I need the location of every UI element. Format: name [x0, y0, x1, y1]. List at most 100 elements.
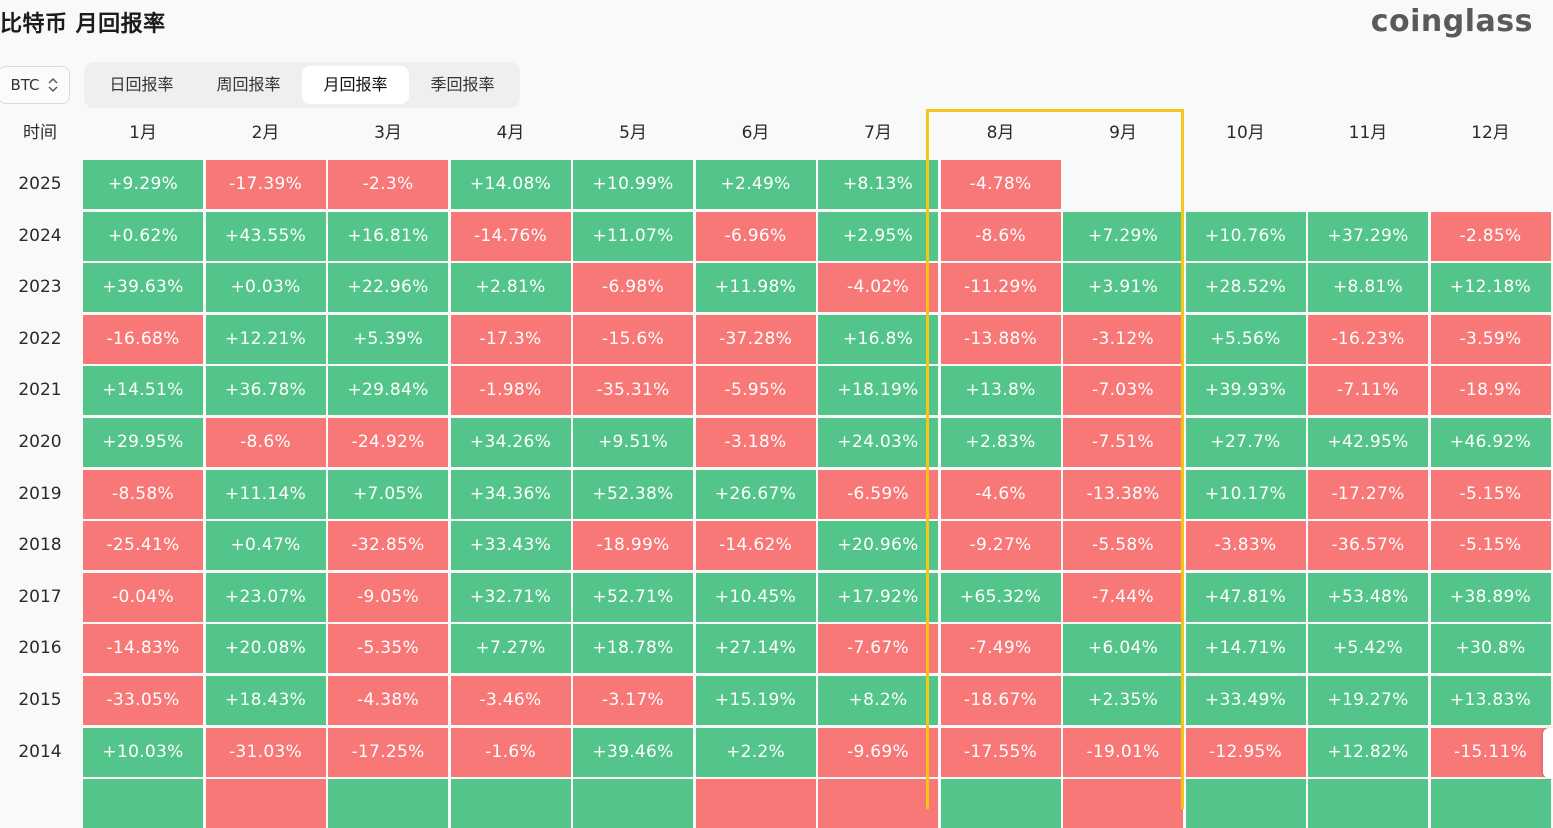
return-cell[interactable]: +65.32% [940, 572, 1061, 622]
return-cell[interactable]: -15.11% [1430, 727, 1551, 777]
return-cell[interactable]: +2.35% [1063, 676, 1183, 725]
return-cell[interactable]: -4.02% [818, 263, 938, 313]
return-cell[interactable]: -18.67% [940, 676, 1061, 725]
return-cell[interactable]: +39.63% [83, 263, 203, 313]
return-cell[interactable]: +16.81% [328, 211, 448, 261]
return-cell[interactable]: +3.91% [1063, 263, 1183, 313]
return-cell[interactable]: +7.05% [328, 469, 448, 519]
return-cell[interactable]: +9.29% [83, 160, 203, 209]
return-cell[interactable]: +8.81% [1308, 263, 1428, 313]
return-cell[interactable]: +2.81% [450, 263, 571, 313]
return-cell-partial[interactable] [818, 779, 938, 828]
coin-select[interactable]: BTC [0, 66, 70, 104]
return-cell[interactable]: -2.85% [1430, 211, 1551, 261]
return-cell[interactable]: +8.13% [818, 160, 938, 209]
return-cell[interactable]: -6.98% [573, 263, 693, 313]
return-cell[interactable]: +32.71% [450, 572, 571, 622]
return-cell[interactable]: -7.03% [1063, 366, 1183, 416]
return-cell-partial[interactable] [1308, 779, 1428, 828]
return-cell[interactable]: -6.96% [695, 211, 816, 261]
scroll-edge-handle[interactable] [1543, 728, 1553, 778]
return-cell[interactable]: -19.01% [1063, 727, 1183, 777]
return-cell[interactable]: +13.83% [1430, 676, 1551, 725]
return-cell[interactable]: -3.12% [1063, 314, 1183, 364]
return-cell[interactable]: +33.49% [1185, 676, 1306, 725]
return-cell[interactable]: -13.88% [940, 314, 1061, 364]
return-cell[interactable]: +38.89% [1430, 572, 1551, 622]
return-cell[interactable]: +46.92% [1430, 418, 1551, 467]
return-cell[interactable]: -8.58% [83, 469, 203, 519]
return-cell[interactable]: +23.07% [205, 572, 326, 622]
return-cell[interactable]: -17.55% [940, 727, 1061, 777]
return-cell[interactable]: +34.26% [450, 418, 571, 467]
return-cell[interactable]: -37.28% [695, 314, 816, 364]
return-cell[interactable]: +10.03% [83, 727, 203, 777]
return-cell[interactable]: +12.21% [205, 314, 326, 364]
return-cell[interactable]: +14.71% [1185, 624, 1306, 674]
return-cell-partial[interactable] [450, 779, 571, 828]
return-cell[interactable]: +14.51% [83, 366, 203, 416]
return-cell[interactable]: +53.48% [1308, 572, 1428, 622]
return-cell[interactable]: -7.11% [1308, 366, 1428, 416]
return-cell[interactable]: -3.17% [573, 676, 693, 725]
return-cell[interactable]: -36.57% [1308, 521, 1428, 571]
return-cell[interactable]: +10.76% [1185, 211, 1306, 261]
return-cell[interactable]: +27.14% [695, 624, 816, 674]
return-cell[interactable]: +11.07% [573, 211, 693, 261]
tab-weekly-return[interactable]: 周回报率 [216, 75, 281, 94]
return-cell[interactable]: -5.95% [695, 366, 816, 416]
return-cell[interactable]: +42.95% [1308, 418, 1428, 467]
return-cell[interactable]: -8.6% [205, 418, 326, 467]
return-cell[interactable]: +19.27% [1308, 676, 1428, 725]
tab-monthly-return[interactable]: 月回报率 [302, 66, 409, 104]
return-cell-partial[interactable] [328, 779, 448, 828]
return-cell[interactable]: +10.17% [1185, 469, 1306, 519]
return-cell[interactable]: -14.62% [695, 521, 816, 571]
return-cell[interactable]: -9.69% [818, 727, 938, 777]
return-cell[interactable]: -17.27% [1308, 469, 1428, 519]
return-cell[interactable]: +10.45% [695, 572, 816, 622]
return-cell[interactable]: +43.55% [205, 211, 326, 261]
return-cell[interactable]: +30.8% [1430, 624, 1551, 674]
return-cell[interactable]: -9.27% [940, 521, 1061, 571]
return-cell[interactable]: +36.78% [205, 366, 326, 416]
return-cell[interactable]: +17.92% [818, 572, 938, 622]
return-cell[interactable]: -0.04% [83, 572, 203, 622]
return-cell[interactable]: +27.7% [1185, 418, 1306, 467]
return-cell[interactable]: +18.78% [573, 624, 693, 674]
return-cell[interactable]: -1.6% [450, 727, 571, 777]
return-cell[interactable]: +2.2% [695, 727, 816, 777]
return-cell-partial[interactable] [940, 779, 1061, 828]
tab-quarterly-return[interactable]: 季回报率 [430, 75, 495, 94]
return-cell[interactable]: -5.15% [1430, 469, 1551, 519]
return-cell[interactable]: -7.51% [1063, 418, 1183, 467]
return-cell[interactable]: -17.25% [328, 727, 448, 777]
return-cell[interactable]: -2.3% [328, 160, 448, 209]
return-cell[interactable]: -7.49% [940, 624, 1061, 674]
return-cell[interactable]: -17.3% [450, 314, 571, 364]
return-cell[interactable]: -9.05% [328, 572, 448, 622]
return-cell[interactable]: -5.35% [328, 624, 448, 674]
tab-daily-return[interactable]: 日回报率 [109, 75, 174, 94]
return-cell[interactable]: +5.42% [1308, 624, 1428, 674]
return-cell[interactable]: +26.67% [695, 469, 816, 519]
return-cell[interactable]: +34.36% [450, 469, 571, 519]
return-cell[interactable]: -3.46% [450, 676, 571, 725]
return-cell[interactable]: -25.41% [83, 521, 203, 571]
return-cell[interactable]: -8.6% [940, 211, 1061, 261]
return-cell[interactable]: +6.04% [1063, 624, 1183, 674]
return-cell[interactable]: -33.05% [83, 676, 203, 725]
return-cell-partial[interactable] [573, 779, 693, 828]
return-cell[interactable]: -3.18% [695, 418, 816, 467]
return-cell[interactable]: +29.95% [83, 418, 203, 467]
return-cell[interactable]: +5.56% [1185, 314, 1306, 364]
return-cell[interactable]: +10.99% [573, 160, 693, 209]
return-cell[interactable]: +9.51% [573, 418, 693, 467]
return-cell[interactable]: +14.08% [450, 160, 571, 209]
return-cell[interactable]: +2.49% [695, 160, 816, 209]
return-cell[interactable]: +52.38% [573, 469, 693, 519]
return-cell[interactable]: +11.14% [205, 469, 326, 519]
return-cell[interactable]: +18.19% [818, 366, 938, 416]
return-cell-partial[interactable] [1430, 779, 1551, 828]
return-cell[interactable]: -14.83% [83, 624, 203, 674]
